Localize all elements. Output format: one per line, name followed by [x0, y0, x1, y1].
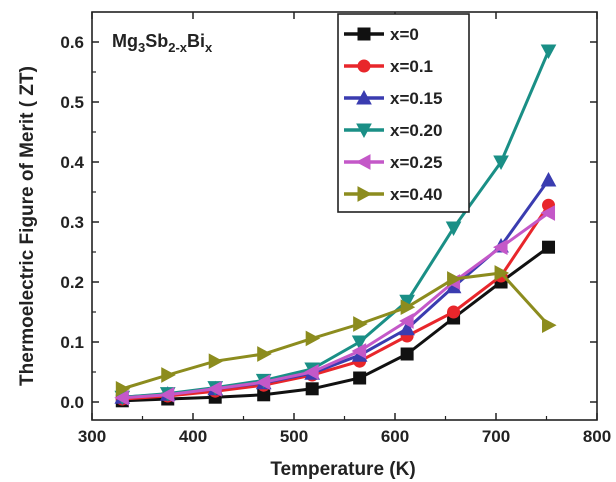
x-tick-label: 700 — [482, 427, 510, 446]
data-point — [540, 205, 556, 221]
legend-label: x=0.15 — [390, 89, 442, 108]
legend-marker — [356, 89, 372, 105]
data-point — [399, 313, 414, 329]
y-axis-title: Thermoelectric Figure of Merit ( ZT) — [17, 66, 38, 386]
series-x=0.1 — [115, 198, 556, 406]
legend-marker — [357, 59, 371, 73]
legend-marker — [357, 27, 371, 41]
y-tick-label: 0.0 — [60, 393, 84, 412]
legend-marker — [356, 123, 372, 139]
x-tick-label: 500 — [280, 427, 308, 446]
series-x=0.20 — [114, 44, 557, 406]
data-point — [114, 389, 129, 406]
data-point — [447, 305, 461, 319]
y-tick-label: 0.3 — [60, 213, 84, 232]
data-point — [304, 364, 319, 380]
data-point — [492, 239, 508, 256]
formula-subscript: 3 — [138, 40, 145, 55]
formula-part: Sb — [145, 31, 168, 51]
formula-subscript: x — [205, 40, 213, 55]
data-point — [255, 374, 271, 391]
data-point — [493, 155, 509, 171]
data-point — [447, 271, 462, 287]
legend-marker — [357, 186, 373, 202]
legend-marker — [355, 154, 371, 170]
data-point — [542, 240, 556, 254]
data-point — [494, 265, 510, 281]
series-x=0 — [115, 240, 556, 408]
legend-label: x=0.1 — [390, 57, 433, 76]
formula-part: Bi — [187, 31, 205, 51]
y-tick-label: 0.6 — [60, 33, 84, 52]
data-point — [207, 380, 222, 397]
formula-part: Mg — [112, 31, 138, 51]
legend-label: x=0.25 — [390, 153, 442, 172]
x-tick-label: 400 — [179, 427, 207, 446]
data-point — [400, 347, 414, 361]
series-layer — [114, 44, 557, 408]
data-point — [161, 367, 176, 383]
data-point — [159, 386, 175, 403]
y-tick-label: 0.5 — [60, 93, 84, 112]
series-line — [122, 211, 550, 400]
y-tick-label: 0.4 — [60, 153, 84, 172]
series-line — [121, 271, 550, 391]
data-point — [305, 330, 321, 347]
series-line — [122, 204, 550, 401]
series-line — [122, 245, 550, 403]
data-point — [353, 371, 367, 385]
series-x=0.25 — [114, 205, 556, 406]
y-tick-label: 0.1 — [60, 333, 84, 352]
legend: x=0 x=0.1 x=0.15 x=0.20 x=0.25 x=0.40 — [337, 13, 470, 213]
y-tick-label: 0.2 — [60, 273, 84, 292]
x-axis-title: Temperature (K) — [270, 459, 415, 480]
series-line — [122, 50, 550, 399]
data-point — [351, 343, 367, 359]
data-point — [399, 320, 415, 336]
x-tick-label: 600 — [381, 427, 409, 446]
data-point — [540, 171, 557, 187]
data-point — [351, 335, 368, 351]
x-tick-label: 300 — [78, 427, 106, 446]
data-point — [542, 317, 557, 334]
data-point — [305, 382, 319, 396]
data-point — [257, 346, 272, 362]
series-x=0.40 — [115, 265, 557, 397]
legend-label: x=0.40 — [390, 185, 442, 204]
x-tick-label: 800 — [583, 427, 611, 446]
formula-subscript: 2-x — [168, 40, 188, 55]
data-point — [353, 316, 368, 332]
axis-layer: 300 400 500 600 700 800 0.0 0.1 0.2 0.3 0.4 0.5 0.6 — [60, 11, 611, 446]
data-point — [208, 353, 224, 370]
legend-label: x=0 — [390, 25, 419, 44]
data-point — [540, 44, 557, 60]
legend-label: x=0.20 — [390, 121, 442, 140]
data-point — [400, 299, 416, 316]
formula-annotation: Mg3Sb2-xBix — [112, 31, 213, 55]
data-point — [445, 221, 462, 237]
legend-box — [337, 13, 470, 213]
data-point — [115, 380, 131, 397]
